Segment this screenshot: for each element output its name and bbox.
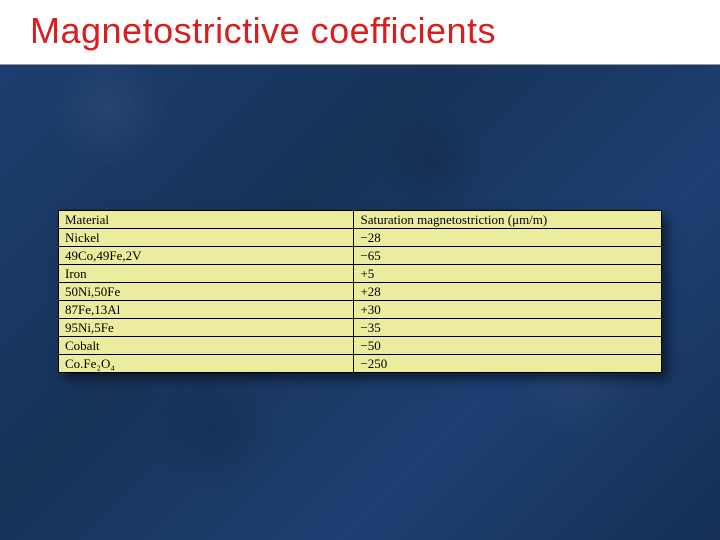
cell-value: +30 (354, 301, 662, 319)
cell-material: Iron (59, 265, 354, 283)
col-header-material: Material (59, 211, 354, 229)
cell-value: −250 (354, 355, 662, 373)
cell-material: Co.Fe₂O₄ (59, 355, 354, 373)
table-row: 50Ni,50Fe +28 (59, 283, 662, 301)
table-row: Iron +5 (59, 265, 662, 283)
coefficients-table: Material Saturation magnetostriction (μm… (58, 210, 662, 373)
table-row: Nickel −28 (59, 229, 662, 247)
title-bar: Magnetostrictive coefficients (0, 0, 720, 65)
table-row: Co.Fe₂O₄ −250 (59, 355, 662, 373)
cell-material: 50Ni,50Fe (59, 283, 354, 301)
table-row: 95Ni,5Fe −35 (59, 319, 662, 337)
col-header-value: Saturation magnetostriction (μm/m) (354, 211, 662, 229)
table-row: 49Co,49Fe,2V −65 (59, 247, 662, 265)
cell-material: 87Fe,13Al (59, 301, 354, 319)
cell-value: −65 (354, 247, 662, 265)
page-title: Magnetostrictive coefficients (30, 10, 700, 52)
cell-value: −28 (354, 229, 662, 247)
cell-material: 95Ni,5Fe (59, 319, 354, 337)
table-header-row: Material Saturation magnetostriction (μm… (59, 211, 662, 229)
coefficients-table-container: Material Saturation magnetostriction (μm… (58, 210, 662, 373)
cell-value: −35 (354, 319, 662, 337)
cell-material: Cobalt (59, 337, 354, 355)
table-row: Cobalt −50 (59, 337, 662, 355)
cell-value: −50 (354, 337, 662, 355)
cell-value: +28 (354, 283, 662, 301)
table-row: 87Fe,13Al +30 (59, 301, 662, 319)
cell-value: +5 (354, 265, 662, 283)
cell-material: Nickel (59, 229, 354, 247)
cell-material: 49Co,49Fe,2V (59, 247, 354, 265)
